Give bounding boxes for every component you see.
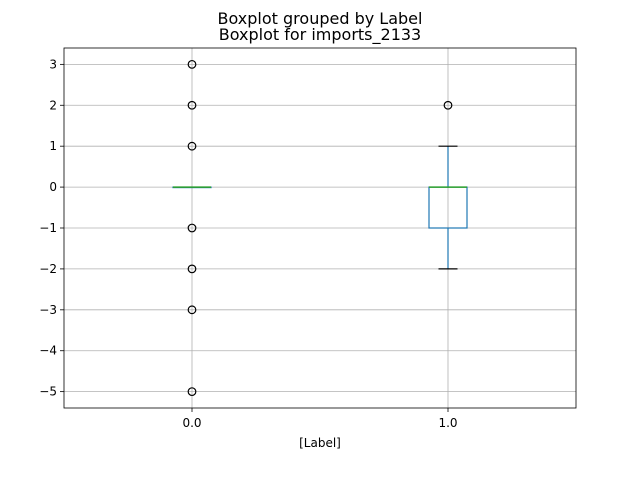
outlier-point [187, 387, 197, 397]
outlier-point [187, 223, 197, 233]
plot-frame [63, 47, 577, 409]
x-tick-label: 0.0 [182, 416, 201, 430]
outlier-point [187, 264, 197, 274]
y-tick-label: −3 [39, 303, 57, 317]
y-tick-label: 0 [49, 180, 57, 194]
outlier-point [443, 100, 453, 110]
outlier-point [187, 59, 197, 69]
y-tick-label: −4 [39, 344, 57, 358]
y-tick-label: 2 [49, 98, 57, 112]
chart-subtitle: Boxplot for imports_2133 [219, 25, 421, 45]
y-tick-label: −5 [39, 385, 57, 399]
outlier-point [187, 305, 197, 315]
plot-area: 3 2 1 0 −1 −2 −3 −4 −5 0.0 1.0 [39, 47, 577, 430]
chart-title: Boxplot grouped by Label [218, 9, 423, 28]
y-tick-label: 3 [49, 57, 57, 71]
outlier-point [187, 141, 197, 151]
y-tick-label: 1 [49, 139, 57, 153]
outlier-point [187, 100, 197, 110]
y-tick-label: −1 [39, 221, 57, 235]
x-tick-label: 1.0 [438, 416, 457, 430]
y-tick-label: −2 [39, 262, 57, 276]
x-axis-label: [Label] [299, 436, 341, 450]
